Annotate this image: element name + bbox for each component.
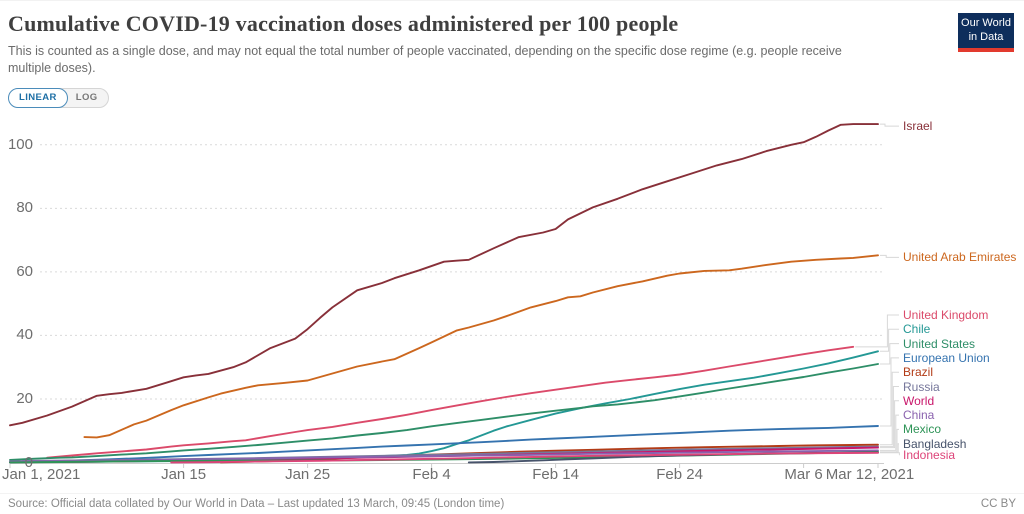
x-axis-tick-feb-4: Feb 4	[412, 466, 451, 483]
y-axis-tick-60: 60	[16, 262, 33, 280]
legend-connector	[880, 428, 899, 453]
legend-label-united-arab-emirates[interactable]: United Arab Emirates	[903, 250, 1017, 265]
line-european-union[interactable]	[9, 425, 879, 464]
legend-connector	[880, 371, 899, 446]
x-axis-tick-feb-14: Feb 14	[532, 466, 579, 483]
x-axis-tick-jan-25: Jan 25	[285, 466, 331, 483]
y-axis-tick-80: 80	[16, 199, 33, 217]
legend-connector	[880, 386, 899, 448]
y-axis-tick-40: 40	[16, 326, 33, 344]
x-axis-tick-mar-6: Mar 6	[784, 466, 823, 483]
legend-label-brazil[interactable]: Brazil	[903, 365, 934, 380]
legend-connector	[855, 314, 899, 348]
legend-label-world[interactable]: World	[903, 393, 935, 408]
y-axis-tick-20: 20	[16, 389, 33, 407]
legend-label-indonesia[interactable]: Indonesia	[903, 447, 956, 462]
x-axis-tick-mar-12-2021: Mar 12, 2021	[825, 466, 915, 483]
legend-connector	[880, 343, 899, 365]
legend-connector	[880, 328, 899, 352]
legend-label-european-union[interactable]: European Union	[903, 350, 990, 365]
linear-tab[interactable]: LINEAR	[8, 88, 68, 108]
legend-label-israel[interactable]: Israel	[903, 119, 933, 134]
log-tab[interactable]: LOG	[58, 88, 109, 108]
chart-plot-area[interactable]: 0 20 40 60 80 100 Jan 1, 2021 Jan 15 Jan 25 Feb 4…	[0, 109, 1024, 491]
line-china[interactable]	[9, 449, 879, 463]
owid-logo[interactable]: Our World in Data	[958, 13, 1014, 52]
owid-logo-line1: Our World	[961, 17, 1011, 29]
legend-label-mexico[interactable]: Mexico	[903, 422, 942, 437]
chart-subtitle: This is counted as a single dose, and ma…	[8, 44, 842, 75]
legend-label-russia[interactable]: Russia	[903, 379, 940, 394]
legend-connector	[880, 414, 899, 451]
legend-connector	[880, 123, 899, 127]
chart-canvas[interactable]	[0, 109, 1024, 491]
legend-connector	[880, 400, 899, 449]
legend-connector	[880, 357, 899, 427]
line-israel[interactable]	[9, 123, 879, 427]
legend-label-china[interactable]: China	[903, 408, 935, 423]
page-title: Cumulative COVID-19 vaccination doses ad…	[8, 11, 679, 36]
legend-connector	[880, 254, 899, 258]
y-axis-tick-100: 100	[7, 135, 33, 153]
scale-toggle: LINEAR LOG	[8, 88, 109, 108]
x-axis-tick-jan-1-2021: Jan 1, 2021	[2, 466, 81, 483]
owid-logo-line2: in Data	[968, 30, 1004, 43]
legend-label-chile[interactable]: Chile	[903, 322, 931, 337]
legend-label-united-states[interactable]: United States	[903, 336, 976, 351]
legend-connector	[880, 452, 900, 456]
y-axis-tick-0: 0	[24, 453, 33, 471]
license-link[interactable]: CC BY	[980, 498, 1016, 510]
line-indonesia[interactable]	[170, 451, 879, 464]
legend-label-bangladesh[interactable]: Bangladesh	[903, 436, 967, 451]
line-united-states[interactable]	[9, 363, 879, 461]
legend-label-united-kingdom[interactable]: United Kingdom	[903, 308, 989, 322]
line-united-kingdom[interactable]	[46, 345, 855, 459]
x-axis-tick-jan-15: Jan 15	[161, 466, 207, 483]
chart-footer: Source: Official data collated by Our Wo…	[0, 493, 1024, 514]
x-axis-tick-feb-24: Feb 24	[656, 466, 703, 483]
source-note: Source: Official data collated by Our Wo…	[8, 498, 505, 510]
line-united-arab-emirates[interactable]	[83, 254, 879, 439]
